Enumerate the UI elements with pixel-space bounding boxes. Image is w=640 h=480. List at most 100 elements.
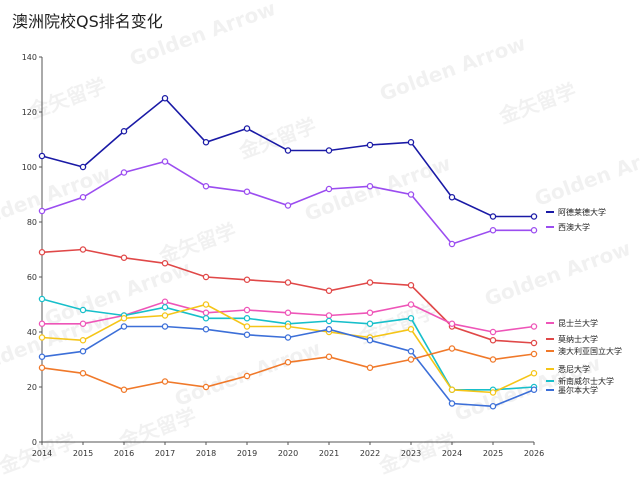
watermark-text: Golden Arrow: [481, 236, 633, 311]
data-point: [366, 182, 374, 190]
data-point: [407, 325, 415, 333]
data-point: [79, 369, 87, 377]
series-0: [38, 95, 538, 220]
data-point: [161, 158, 169, 165]
legend-label: 昆士兰大学: [558, 318, 598, 328]
legend-label: 墨尔本大学: [558, 385, 598, 395]
y-tick-label: 60: [27, 273, 37, 282]
data-point: [489, 226, 497, 234]
legend-item: 澳大利亚国立大学: [546, 346, 622, 356]
data-point: [530, 386, 538, 393]
legend-label: 西澳大学: [558, 222, 590, 232]
data-point: [530, 369, 538, 377]
data-point: [38, 152, 46, 160]
data-point: [202, 309, 210, 316]
data-point: [284, 358, 292, 366]
legend-item: 西澳大学: [546, 222, 590, 232]
x-tick-label: 2022: [360, 449, 380, 458]
data-point: [284, 334, 292, 341]
series-2: [38, 246, 538, 347]
watermark-text: 金矢留学: [25, 73, 109, 123]
data-point: [38, 334, 46, 341]
data-point: [489, 213, 497, 220]
data-point: [489, 328, 497, 336]
data-point: [120, 254, 128, 261]
data-point: [325, 147, 333, 154]
data-point: [284, 323, 292, 330]
data-point: [243, 331, 251, 338]
data-point: [161, 298, 169, 305]
data-point: [489, 356, 497, 363]
data-point: [38, 295, 46, 303]
data-point: [448, 400, 456, 407]
data-point: [448, 193, 456, 201]
x-tick-label: 2020: [278, 449, 298, 458]
data-point: [120, 323, 128, 330]
data-point: [530, 323, 538, 330]
data-point: [79, 306, 87, 314]
x-tick-label: 2023: [401, 449, 421, 458]
data-point: [38, 353, 46, 360]
legend-item: 墨尔本大学: [546, 385, 598, 395]
data-point: [38, 248, 46, 256]
data-point: [366, 309, 374, 316]
legend-item: 阿德莱德大学: [546, 207, 606, 217]
data-point: [161, 312, 169, 319]
x-tick-label: 2019: [237, 449, 257, 458]
x-tick-label: 2024: [442, 449, 462, 458]
watermark-text: Golden Arrow: [531, 136, 640, 211]
data-point: [38, 207, 46, 215]
data-point: [366, 336, 374, 344]
x-tick-label: 2015: [73, 449, 93, 458]
data-point: [202, 301, 210, 308]
data-point: [161, 303, 169, 311]
x-tick-label: 2021: [319, 449, 339, 458]
data-point: [448, 320, 456, 327]
data-point: [530, 339, 538, 347]
data-point: [284, 202, 292, 209]
data-point: [79, 347, 87, 355]
legend-item: 莫纳士大学: [546, 334, 598, 344]
data-point: [243, 314, 251, 322]
data-point: [448, 386, 456, 393]
data-point: [243, 188, 251, 195]
data-point: [407, 301, 415, 308]
legend-label: 莫纳士大学: [558, 334, 598, 344]
legend-item: 新南威尔士大学: [546, 376, 614, 386]
y-tick-label: 40: [27, 328, 37, 337]
data-point: [243, 323, 251, 330]
data-point: [120, 386, 128, 393]
data-point: [202, 325, 210, 333]
watermark-text: 金矢留学: [155, 218, 239, 268]
data-point: [243, 276, 251, 283]
data-point: [325, 312, 333, 319]
data-point: [202, 314, 210, 322]
data-point: [325, 317, 333, 325]
data-point: [530, 226, 538, 234]
chart-title: 澳洲院校QS排名变化: [12, 12, 163, 31]
data-point: [38, 320, 46, 327]
data-point: [366, 141, 374, 149]
data-point: [448, 345, 456, 352]
data-point: [407, 281, 415, 289]
data-point: [489, 402, 497, 410]
data-point: [407, 356, 415, 363]
x-tick-label: 2026: [524, 449, 544, 458]
data-point: [407, 191, 415, 198]
data-point: [284, 147, 292, 154]
data-point: [325, 325, 333, 333]
x-tick-label: 2014: [32, 449, 52, 458]
data-point: [284, 279, 292, 286]
y-tick-label: 20: [27, 383, 37, 392]
watermark-text: 金矢留学: [235, 113, 319, 163]
series-5: [38, 301, 538, 396]
y-tick-label: 100: [22, 163, 37, 172]
y-tick-label: 140: [22, 53, 37, 62]
data-point: [284, 309, 292, 316]
data-point: [120, 169, 128, 176]
watermark-text: Golden Arrow: [376, 31, 528, 106]
data-point: [407, 314, 415, 322]
data-point: [530, 350, 538, 358]
legend: 阿德莱德大学西澳大学昆士兰大学莫纳士大学澳大利亚国立大学悉尼大学新南威尔士大学墨…: [546, 207, 622, 395]
x-tick-label: 2017: [155, 449, 175, 458]
